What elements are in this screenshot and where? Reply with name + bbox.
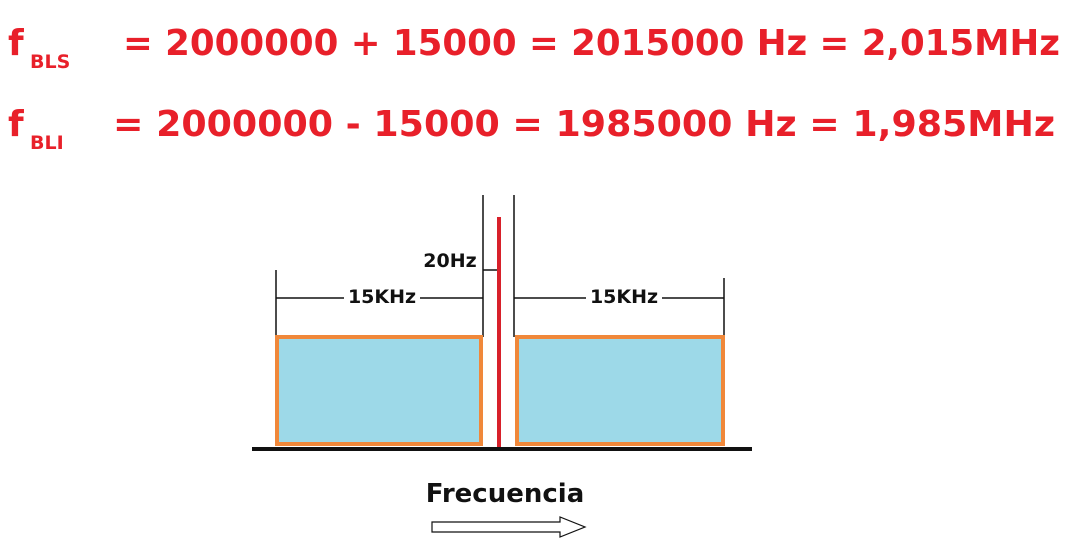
equation: = 2000000 - 15000 = 1985000 Hz = 1,985MH… (113, 104, 1055, 145)
arrow (431, 516, 587, 538)
subscript: BLI (30, 132, 64, 154)
gap-label: 20Hz (423, 250, 476, 272)
equation: = 2000000 + 15000 = 2015000 Hz = 2,015MH… (123, 23, 1060, 64)
lower-sideband (275, 335, 483, 446)
frequency-symbol: f (8, 104, 24, 145)
equations: f BLS = 2000000 + 15000 = 2015000 Hz = 2… (8, 23, 1060, 154)
upper-sideband (515, 335, 725, 446)
subscript: BLS (30, 51, 70, 73)
label-background (344, 286, 420, 308)
band-label: 15KHz (590, 286, 658, 308)
spectrum-diagram (252, 195, 752, 538)
axis-label: Frecuencia (426, 479, 585, 509)
band-label: 15KHz (348, 286, 416, 308)
frequency-symbol: f (8, 23, 24, 64)
label-background (586, 286, 662, 308)
